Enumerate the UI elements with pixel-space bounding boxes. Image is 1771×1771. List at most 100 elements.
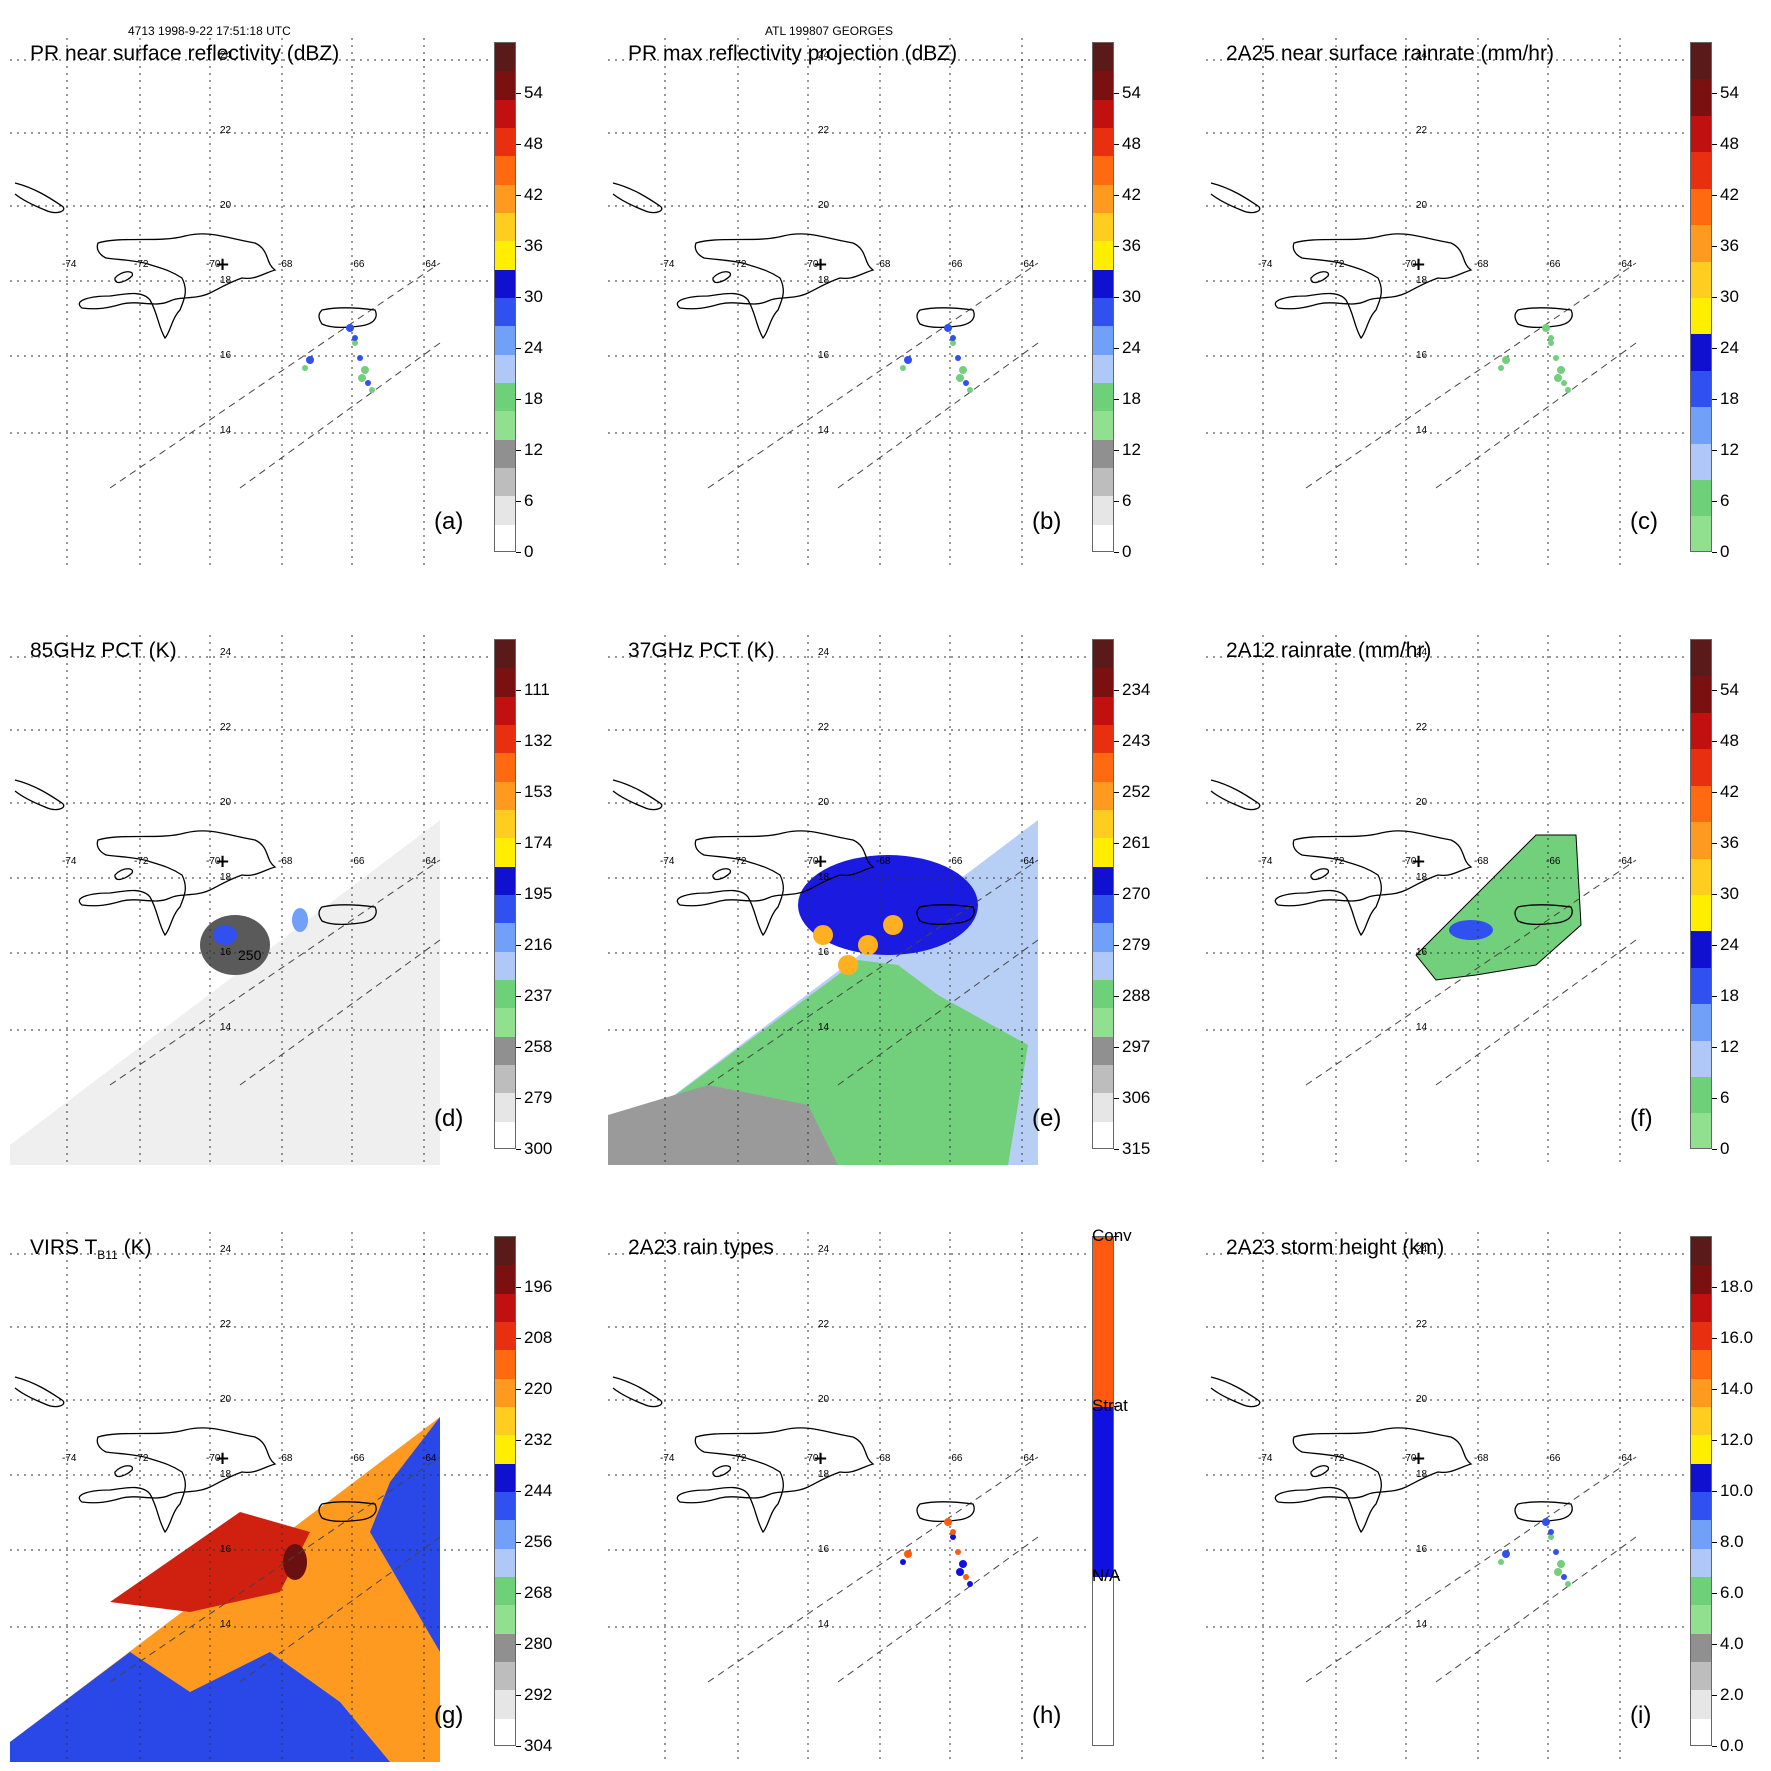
- colorbar-segment: [1691, 1040, 1711, 1078]
- latitude-label: 16: [1416, 350, 1428, 361]
- colorbar-tick-label: 315: [1122, 1139, 1151, 1158]
- longitude-label: -66: [948, 259, 963, 270]
- latitude-label: 22: [220, 722, 232, 733]
- colorbar-tick-label: 6: [524, 491, 534, 510]
- colorbar-segment: [495, 1690, 515, 1719]
- colorbar-tick-label: 256: [524, 1532, 553, 1551]
- colorbar-tick-mark: [1114, 996, 1119, 997]
- colorbar-tick-mark: [1114, 144, 1119, 145]
- colorbar-tick-label: 279: [1122, 935, 1151, 954]
- colorbar-segment: [1691, 443, 1711, 481]
- colorbar-tick-label: 36: [1122, 236, 1141, 255]
- colorbar-segment: [495, 696, 515, 725]
- colorbar-tick-label: 244: [524, 1481, 553, 1500]
- latitude-label: 24: [1416, 647, 1428, 658]
- colorbar-segment: [1691, 1293, 1711, 1322]
- coastline: [1274, 830, 1473, 937]
- precip-echo: [904, 1550, 912, 1558]
- precip-echo: [904, 356, 912, 364]
- longitude-label: -66: [1546, 856, 1561, 867]
- panel-title-text: 2A23 rain types: [628, 1236, 774, 1259]
- panel-label: (h): [1032, 1702, 1062, 1729]
- storm-center-marker: +: [1411, 1448, 1426, 1469]
- latitude-label: 18: [1416, 872, 1428, 883]
- latitude-label: 14: [220, 1619, 232, 1630]
- colorbar-segment: [1691, 225, 1711, 262]
- colorbar-segment: [495, 1093, 515, 1122]
- colorbar-segment: [1093, 753, 1113, 782]
- coastline: [14, 779, 65, 811]
- colorbar-tick-mark: [516, 501, 521, 502]
- panel-title: PR max reflectivity projection (dBZ): [628, 42, 957, 66]
- colorbar-tick-label: 12: [524, 440, 543, 459]
- colorbar-tick-mark: [1712, 1593, 1717, 1594]
- latitude-label: 20: [1416, 200, 1428, 211]
- precip-echo: [967, 1581, 973, 1587]
- colorbar-tick-label: 280: [524, 1634, 553, 1653]
- colorbar-tick-mark: [1712, 348, 1717, 349]
- colorbar-tick-mark: [516, 1287, 521, 1288]
- longitude-label: -70: [804, 856, 819, 867]
- colorbar-segment: [495, 382, 515, 412]
- colorbar-segment: [1093, 354, 1113, 383]
- colorbar-tick-label: 6: [1720, 1088, 1730, 1107]
- longitude-label: -70: [1402, 1453, 1417, 1464]
- latitude-label: 20: [220, 797, 232, 808]
- colorbar-tick-label: 261: [1122, 833, 1151, 852]
- deep-convection-cell: [883, 915, 903, 935]
- coastline: [1310, 868, 1330, 881]
- precip-echo: [1553, 1549, 1559, 1555]
- colorbar-segment: [495, 269, 515, 298]
- colorbar-tick-mark: [516, 246, 521, 247]
- colorbar-segment: [1691, 480, 1711, 517]
- longitude-label: -66: [350, 259, 365, 270]
- panel-title-text: VIRS T: [30, 1236, 98, 1259]
- colorbar: [1690, 1236, 1712, 1746]
- colorbar-segment: [495, 866, 515, 895]
- precip-echo: [956, 1568, 964, 1576]
- colorbar-tick-mark: [1114, 1149, 1119, 1150]
- panel-title-text: 37GHz PCT (K): [628, 639, 775, 662]
- longitude-label: -64: [1618, 856, 1633, 867]
- colorbar-tick-label: 0: [1720, 542, 1730, 561]
- colorbar-segment: [495, 1718, 515, 1745]
- panel-title: VIRS TB11 (K): [30, 1236, 152, 1262]
- map-svg: + -74 -72 -70 -68 -66 -64 24 22 20 18 16 14: [608, 38, 1088, 568]
- colorbar-segment: [1093, 640, 1113, 669]
- heavy-rain-region: [1449, 920, 1493, 940]
- precip-echo: [1561, 1574, 1567, 1580]
- latitude-label: 18: [220, 1469, 232, 1480]
- coastline: [1210, 779, 1261, 811]
- colorbar-segment: [1691, 1077, 1711, 1114]
- colorbar-segment: [495, 1576, 515, 1606]
- colorbar-tick-label: 4.0: [1720, 1634, 1744, 1653]
- panel-label: (g): [434, 1702, 464, 1729]
- colorbar-segment: [1093, 894, 1113, 924]
- longitude-label: -72: [134, 259, 149, 270]
- colorbar-tick-label: 6: [1122, 491, 1132, 510]
- colorbar-tick-label: 0.0: [1720, 1736, 1744, 1755]
- precip-echo: [1554, 1568, 1562, 1576]
- map-area: + -74 -72 -70 -68 -66 -64 24 22 20 18 16 14 250: [10, 635, 490, 1165]
- colorbar: [1092, 639, 1114, 1149]
- deep-convection-cell: [813, 925, 833, 945]
- colorbar-segment: [495, 1121, 515, 1148]
- pr-swath-edge: [1435, 342, 1637, 489]
- colorbar-segment: [1691, 115, 1711, 153]
- colorbar-tick-mark: [1114, 246, 1119, 247]
- latitude-label: 16: [818, 1544, 830, 1555]
- colorbar-tick-mark: [1712, 552, 1717, 553]
- colorbar-segment: [1093, 668, 1113, 697]
- coastline: [1210, 1376, 1261, 1408]
- colorbar-segment: [1093, 1093, 1113, 1122]
- colorbar-segment: [1093, 781, 1113, 810]
- colorbar-tick-mark: [516, 1491, 521, 1492]
- precip-echo: [1548, 1529, 1554, 1535]
- colorbar-tick-label: 0: [1720, 1139, 1730, 1158]
- colorbar-segment: [1093, 724, 1113, 754]
- colorbar-segment: [495, 1350, 515, 1379]
- colorbar-segment: [1093, 951, 1113, 980]
- longitude-label: -64: [1618, 1453, 1633, 1464]
- colorbar-tick-label: 12.0: [1720, 1430, 1754, 1449]
- colorbar-segment: [1691, 1350, 1711, 1379]
